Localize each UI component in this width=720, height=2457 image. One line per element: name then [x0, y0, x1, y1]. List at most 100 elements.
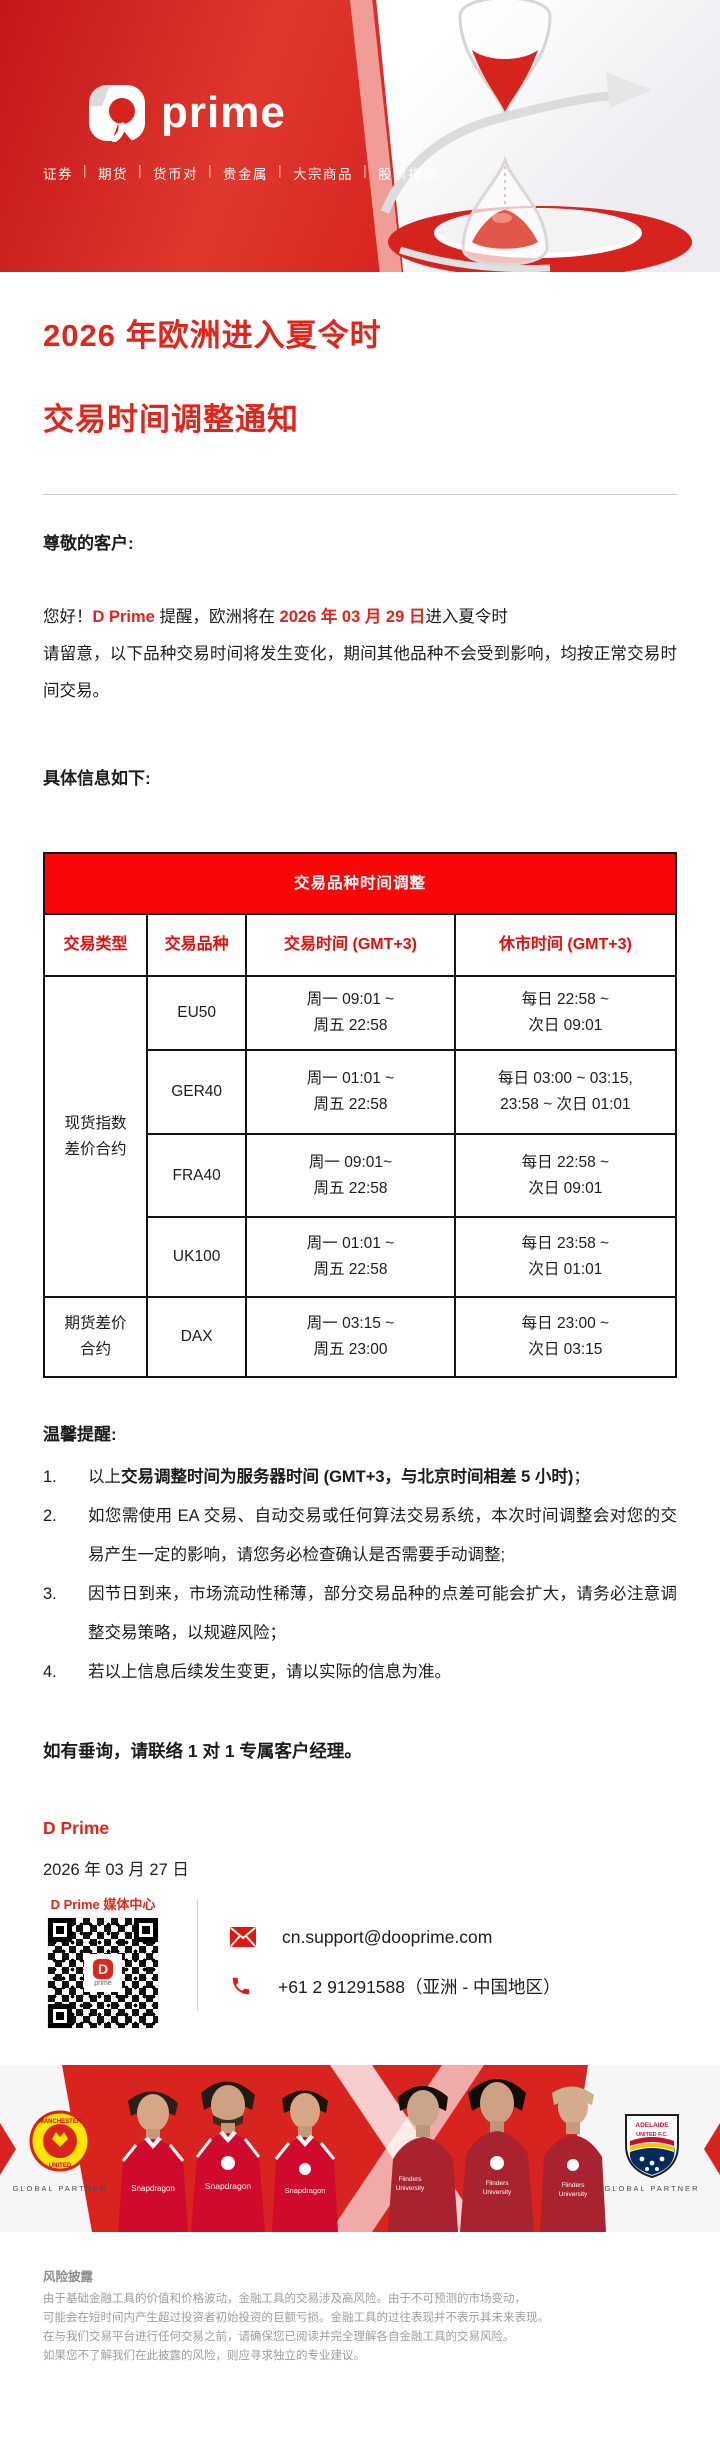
list-number: 1. [43, 1468, 57, 1486]
arrow-swoosh [380, 91, 614, 214]
table-row: FRA40 周一 09:01~ 周五 22:58 每日 22:58 ~ 次日 0… [44, 1133, 678, 1218]
email-row: cn.support@dooprime.com [230, 1927, 561, 1948]
risk-line: 可能会在短时间内产生超过投资者初始投资的巨额亏损。金融工具的过往表现并不表示其未… [43, 2312, 549, 2324]
notice-body: 2026 年欧洲进入夏令时 交易时间调整通知 尊敬的客户: 您好！D Prime… [0, 314, 720, 2029]
phone-number[interactable]: +61 2 91291588（亚洲 - 中国地区） [278, 1976, 561, 1997]
list-item: 1. 以上交易调整时间为服务器时间 (GMT+3，与北京时间相差 5 小时)； [43, 1458, 677, 1497]
closed-time-cell: 每日 23:58 ~ 次日 01:01 [453, 1216, 678, 1298]
player-photo: Flinders University [540, 2086, 606, 2232]
brand-mention: D Prime [92, 608, 155, 626]
trading-time-cell: 周一 01:01 ~ 周五 22:58 [245, 1216, 456, 1298]
table-row: 现货指数 差价合约 EU50 周一 09:01 ~ 周五 22:58 每日 22… [42, 975, 678, 1298]
email-address[interactable]: cn.support@dooprime.com [282, 1926, 493, 1947]
banner-edge-triangle [704, 2123, 720, 2175]
player-photo: Snapdragon [191, 2081, 265, 2232]
intro-pre: 您好！ [43, 608, 93, 626]
qr-logo-d-icon: D [93, 1958, 113, 1979]
jersey-sponsor: Flinders [485, 2180, 509, 2187]
qr-finder-icon [48, 2004, 72, 2028]
trading-time-cell: 周一 03:15 ~ 周五 23:00 [245, 1296, 456, 1378]
email-icon [230, 1927, 256, 1947]
table-row: 期货差价 合约 DAX 周一 03:15 ~ 周五 23:00 每日 23:00… [42, 1296, 678, 1378]
risk-line: 在与我们交易平台进行任何交易之前，请确保您已阅读并完全理解各自金融工具的交易风险… [43, 2331, 515, 2343]
tagline-item: 股票指数 [378, 167, 439, 182]
dprime-logo: prime [88, 84, 286, 142]
dst-date: 2026 年 03 月 29 日 [279, 608, 426, 626]
jersey-sponsor: University [559, 2191, 588, 2198]
closed-time-cell: 每日 23:00 ~ 次日 03:15 [453, 1296, 678, 1378]
contact-block: D Prime 媒体中心 D prime [43, 1896, 677, 2029]
player-photo: Snapdragon [272, 2090, 338, 2232]
glass-top-bulb [458, 0, 552, 119]
logo-wordmark: prime [161, 88, 286, 137]
list-number: 2. [43, 1507, 57, 1525]
player-photo: Flinders University [460, 2079, 534, 2232]
global-partner-label-left: GLOBAL PARTNER [13, 2184, 108, 2193]
closed-time-cell: 每日 03:00 ~ 03:15, 23:58 ~ 次日 01:01 [453, 1049, 678, 1135]
risk-line: 如果您不了解我们在此披露的风险，则应寻求独立的专业建议。 [43, 2350, 365, 2362]
sand-top [472, 50, 538, 112]
reminder-heading: 温馨提醒: [43, 1425, 117, 1444]
jersey-sponsor: Snapdragon [205, 2181, 252, 2191]
product-tagline: 证券 | 期货 | 货币对 | 贵金属 | 大宗商品 | 股票指数 [43, 163, 438, 183]
phone-icon [232, 1977, 250, 1995]
signature-date: 2026 年 03 月 27 日 [43, 1861, 189, 1879]
sand-mound [472, 210, 538, 249]
manchester-united-crest: MANCHESTER UNITED [29, 2110, 91, 2172]
banner-edge-triangle [0, 2123, 16, 2175]
contact-divider [197, 1900, 198, 2011]
note-bold-text: 交易调整时间为服务器时间 (GMT+3，与北京时间相差 5 小时) [121, 1468, 574, 1486]
trading-time-cell: 周一 01:01 ~ 周五 22:58 [245, 1049, 456, 1135]
group-cell-spot-index: 现货指数 差价合约 [42, 975, 149, 1298]
list-item: 2. 如您需使用 EA 交易、自动交易或任何算法交易系统，本次时间调整会对您的交易… [43, 1497, 677, 1575]
symbol-cell: EU50 [146, 975, 248, 1051]
qr-block: D Prime 媒体中心 D prime [43, 1896, 163, 2029]
crest-text: MANCHESTER [39, 2119, 82, 2125]
crest-text: UNITED F.C. [636, 2132, 668, 2138]
list-item: 4. 若以上信息后续发生变更，请以实际的信息为准。 [43, 1653, 677, 1692]
arrow-head-icon [606, 72, 652, 108]
closing-line: 如有垂询，请联络 1 对 1 专属客户经理。 [43, 1741, 362, 1761]
qr-finder-icon [48, 1918, 72, 1942]
jersey-sponsor: Flinders [398, 2176, 422, 2183]
closed-time-cell: 每日 22:58 ~ 次日 09:01 [453, 1133, 678, 1218]
intro-paragraph: 您好！D Prime 提醒，欧洲将在 2026 年 03 月 29 日进入夏令时… [43, 599, 677, 710]
col-header-symbol: 交易品种 [146, 913, 248, 977]
qr-finder-icon [134, 1918, 158, 1942]
jersey-sponsor: University [396, 2185, 425, 2192]
risk-heading: 风险披露 [43, 2270, 94, 2284]
tagline-separator: | [83, 163, 89, 178]
jersey-sponsor: University [483, 2189, 512, 2196]
tagline-separator: | [138, 163, 144, 178]
table-title: 交易品种时间调整 [43, 852, 677, 915]
intro-post: 进入夏令时 请留意，以下品种交易时间将发生变化，期间其他品种不会受到影响，均按正… [43, 608, 677, 700]
note-text: 若以上信息后续发生变更，请以实际的信息为准。 [88, 1663, 451, 1681]
jersey-sponsor: Flinders [561, 2182, 585, 2189]
list-number: 3. [43, 1585, 57, 1603]
global-partner-label-right: GLOBAL PARTNER [605, 2184, 700, 2193]
tagline-item: 证券 [43, 167, 73, 182]
tagline-item: 货币对 [153, 167, 199, 182]
sand-highlight [492, 213, 512, 223]
crest-text: ADELAIDE [635, 2122, 669, 2129]
note-text: 以上 [88, 1468, 121, 1486]
col-header-trading-time: 交易时间 (GMT+3) [245, 913, 456, 977]
risk-disclosure: 风险披露 由于基础金融工具的价值和价格波动，金融工具的交易涉及高风险。由于不可预… [0, 2232, 720, 2366]
symbol-cell: DAX [146, 1296, 248, 1378]
phone-row: +61 2 91291588（亚洲 - 中国地区） [230, 1974, 561, 1999]
title-line-1: 2026 年欧洲进入夏令时 [43, 318, 382, 353]
qr-center-logo: D prime [84, 1954, 122, 1992]
tagline-item: 期货 [98, 167, 129, 182]
group-cell-futures: 期货差价 合约 [42, 1296, 149, 1378]
reminder-list: 1. 以上交易调整时间为服务器时间 (GMT+3，与北京时间相差 5 小时)； 2… [43, 1458, 677, 1692]
qr-logo-text: prime [94, 1979, 112, 1987]
table-row: GER40 周一 01:01 ~ 周五 22:58 每日 03:00 ~ 03:… [44, 1049, 678, 1135]
tagline-item: 贵金属 [223, 167, 269, 182]
risk-line: 由于基础金融工具的价值和价格波动，金融工具的交易涉及高风险。由于不可预测的市场变… [43, 2293, 526, 2305]
dprime-logo-d-icon [89, 85, 145, 142]
partner-banner-art: MANCHESTER UNITED GLOBAL PARTNER Snapdra… [0, 2065, 720, 2232]
qr-code: D prime [47, 1917, 159, 2029]
details-heading: 具体信息如下: [43, 769, 151, 788]
page-title: 2026 年欧洲进入夏令时 交易时间调整通知 [43, 314, 677, 442]
